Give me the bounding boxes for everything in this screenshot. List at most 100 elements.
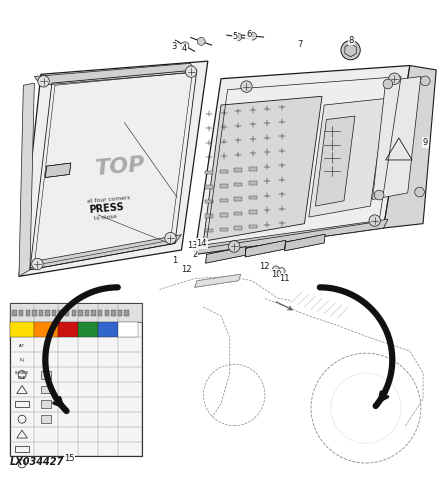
Bar bbox=[41, 370, 51, 378]
Bar bbox=[58, 310, 63, 316]
Bar bbox=[220, 228, 228, 231]
Circle shape bbox=[32, 258, 43, 270]
Bar bbox=[85, 310, 89, 316]
Bar bbox=[249, 167, 256, 170]
Text: 13: 13 bbox=[187, 241, 197, 250]
Bar bbox=[78, 310, 83, 316]
Bar bbox=[39, 310, 43, 316]
Bar bbox=[234, 226, 242, 230]
Bar bbox=[205, 214, 213, 218]
Text: FUSIBLE
LINK: FUSIBLE LINK bbox=[15, 371, 29, 380]
Bar bbox=[91, 310, 96, 316]
Circle shape bbox=[341, 40, 360, 60]
Bar bbox=[105, 310, 109, 316]
Polygon shape bbox=[309, 98, 386, 217]
Bar bbox=[98, 310, 103, 316]
Bar bbox=[46, 310, 50, 316]
Bar bbox=[10, 322, 34, 338]
Text: 9: 9 bbox=[423, 138, 428, 147]
Bar bbox=[41, 400, 51, 408]
Bar bbox=[249, 182, 256, 185]
Circle shape bbox=[229, 241, 240, 252]
Polygon shape bbox=[203, 96, 322, 241]
Text: 8: 8 bbox=[349, 36, 354, 44]
Bar bbox=[32, 310, 37, 316]
Bar bbox=[26, 310, 30, 316]
Bar bbox=[205, 229, 213, 232]
Bar bbox=[65, 310, 69, 316]
Polygon shape bbox=[206, 246, 246, 263]
Circle shape bbox=[38, 76, 49, 87]
Polygon shape bbox=[316, 116, 355, 206]
Polygon shape bbox=[46, 163, 71, 178]
Bar bbox=[118, 310, 122, 316]
Bar bbox=[19, 310, 23, 316]
Circle shape bbox=[181, 42, 189, 50]
Bar bbox=[10, 302, 142, 322]
Bar bbox=[52, 310, 56, 316]
Text: PRESS: PRESS bbox=[89, 202, 125, 215]
Bar bbox=[98, 322, 118, 338]
Bar bbox=[78, 322, 98, 338]
Bar bbox=[72, 310, 76, 316]
Polygon shape bbox=[194, 66, 410, 254]
Circle shape bbox=[241, 81, 252, 92]
Text: 6: 6 bbox=[246, 30, 251, 40]
Text: TOP: TOP bbox=[94, 154, 146, 178]
Bar bbox=[124, 310, 129, 316]
Bar bbox=[41, 416, 51, 423]
Bar bbox=[220, 198, 228, 202]
Circle shape bbox=[374, 190, 384, 200]
Bar bbox=[249, 225, 256, 228]
Circle shape bbox=[383, 79, 393, 89]
Text: 2: 2 bbox=[192, 250, 197, 259]
Bar bbox=[34, 322, 58, 338]
Polygon shape bbox=[373, 76, 421, 200]
Bar bbox=[249, 210, 256, 214]
Bar bbox=[234, 168, 242, 172]
Polygon shape bbox=[245, 240, 286, 257]
Text: 10: 10 bbox=[271, 270, 282, 279]
Bar bbox=[205, 186, 213, 189]
Circle shape bbox=[420, 76, 430, 86]
Bar bbox=[220, 184, 228, 188]
Bar bbox=[15, 446, 29, 452]
Circle shape bbox=[234, 33, 242, 41]
Circle shape bbox=[272, 266, 279, 273]
Text: 11: 11 bbox=[279, 274, 290, 283]
Bar bbox=[12, 310, 17, 316]
Text: 1: 1 bbox=[172, 256, 178, 266]
Polygon shape bbox=[30, 234, 182, 270]
Polygon shape bbox=[34, 64, 197, 86]
Bar bbox=[234, 183, 242, 186]
Circle shape bbox=[369, 215, 381, 226]
Bar bbox=[58, 322, 78, 338]
Bar bbox=[118, 322, 137, 338]
Text: ELJ: ELJ bbox=[19, 358, 25, 362]
Bar bbox=[220, 213, 228, 216]
Text: 3: 3 bbox=[171, 42, 176, 51]
Bar bbox=[220, 170, 228, 173]
Polygon shape bbox=[19, 61, 208, 276]
Circle shape bbox=[249, 32, 256, 40]
Text: LX034427: LX034427 bbox=[10, 458, 65, 468]
Bar bbox=[10, 302, 142, 456]
Polygon shape bbox=[285, 234, 325, 251]
Text: 12: 12 bbox=[181, 266, 191, 274]
Circle shape bbox=[389, 73, 400, 85]
Bar bbox=[205, 200, 213, 203]
Bar bbox=[234, 198, 242, 201]
Polygon shape bbox=[19, 83, 34, 276]
Text: at four corners: at four corners bbox=[87, 195, 131, 204]
Bar bbox=[249, 196, 256, 200]
Bar bbox=[234, 212, 242, 216]
Polygon shape bbox=[194, 274, 241, 287]
Circle shape bbox=[278, 268, 285, 274]
Text: 7: 7 bbox=[297, 40, 303, 49]
Circle shape bbox=[165, 232, 176, 244]
Bar bbox=[111, 310, 116, 316]
Text: 15: 15 bbox=[64, 454, 75, 463]
Polygon shape bbox=[194, 220, 388, 254]
Circle shape bbox=[197, 38, 205, 46]
Bar bbox=[41, 386, 51, 394]
